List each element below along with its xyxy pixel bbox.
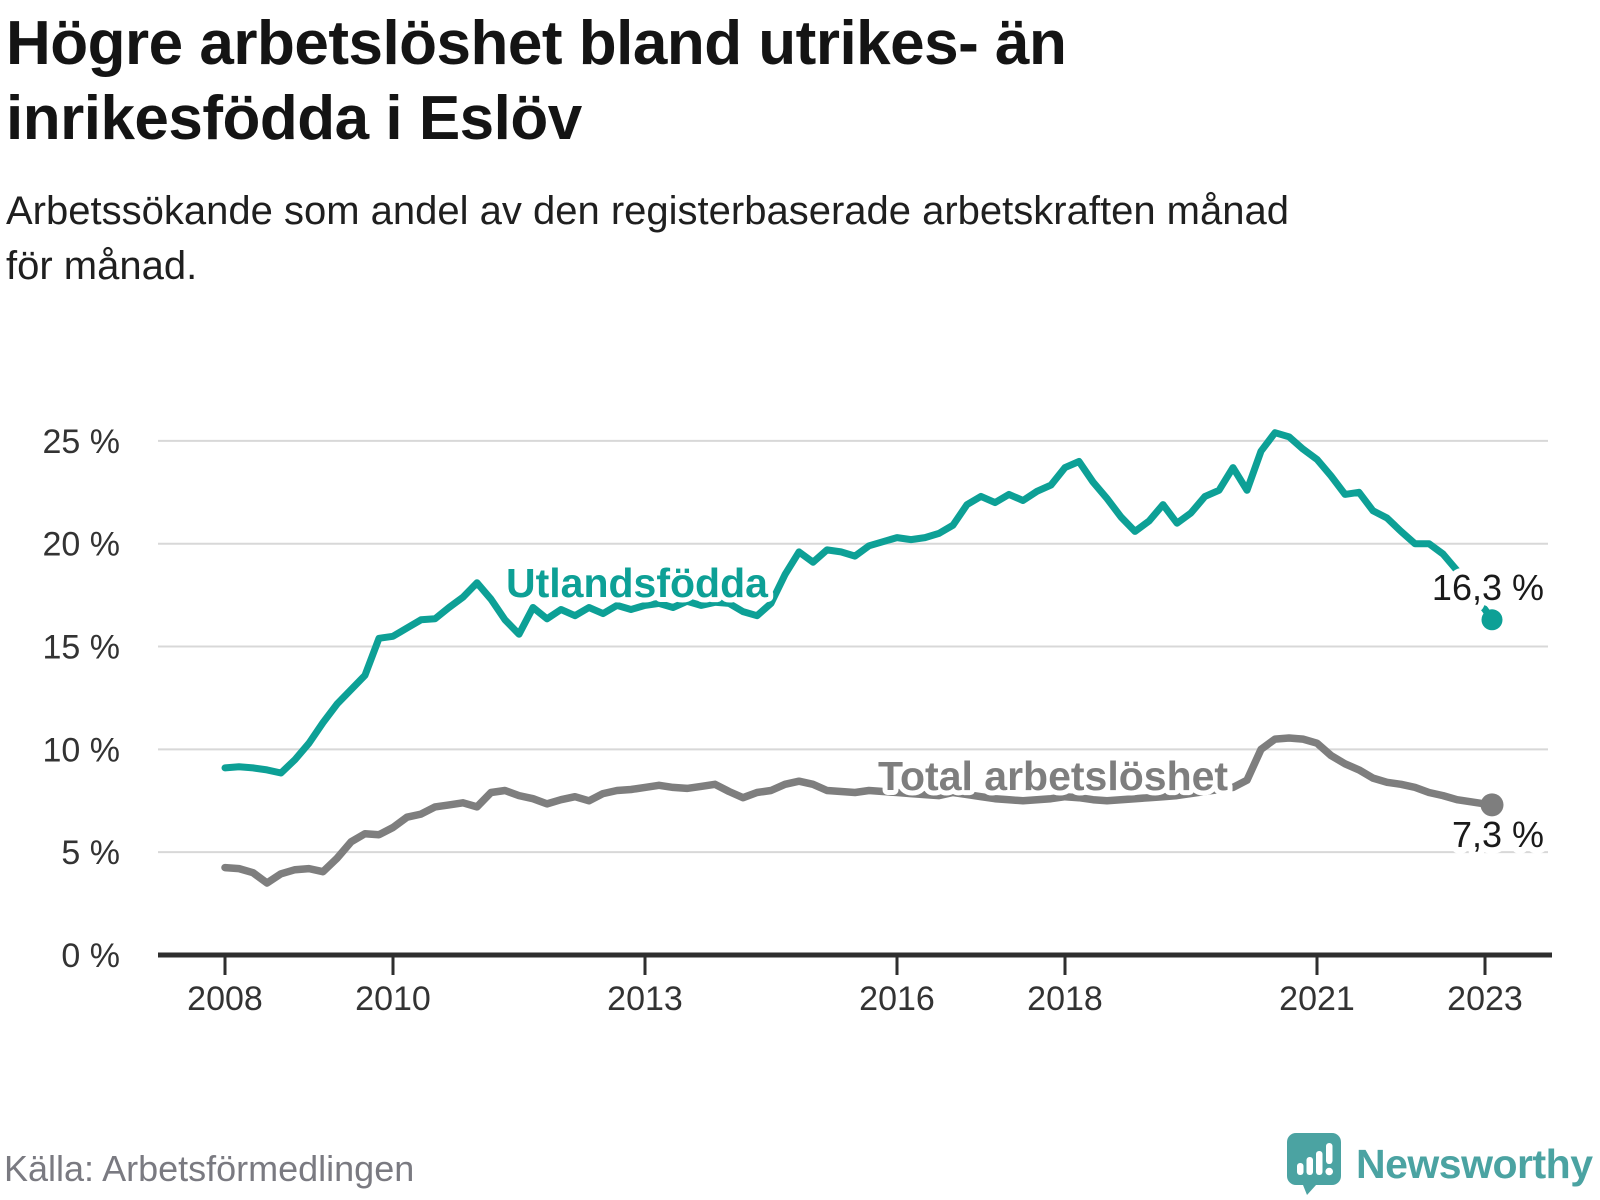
subtitle-line-2: för månad. — [6, 244, 198, 288]
end-value-label-utlandsfodda: 16,3 % — [1432, 567, 1544, 608]
newsworthy-logo-icon — [1287, 1133, 1341, 1195]
y-tick-label: 0 % — [61, 937, 120, 975]
x-tick-label: 2018 — [1027, 980, 1103, 1018]
x-tick-label: 2016 — [859, 980, 935, 1018]
series-lines — [221, 429, 1496, 887]
source-note: Källa: Arbetsförmedlingen — [4, 1148, 415, 1189]
newsworthy-logo: Newsworthy — [1286, 1132, 1593, 1196]
latest-value-dots — [1480, 609, 1504, 817]
x-axis: 2008 2010 2013 2016 2018 2021 2023 — [158, 952, 1552, 1018]
newsworthy-wordmark: Newsworthy — [1356, 1140, 1593, 1187]
series-line-utlandsfodda — [221, 429, 1496, 777]
x-tick-label: 2023 — [1447, 980, 1523, 1018]
page-title: Högre arbetslöshet bland utrikes- än inr… — [6, 6, 1306, 156]
y-axis-labels: 0 % 5 % 10 % 15 % 20 % 25 % — [43, 423, 121, 975]
title-line-1: Högre arbetslöshet bland utrikes- än — [6, 9, 1067, 78]
chart-subtitle: Arbetssökande som andel av den registerb… — [6, 184, 1566, 294]
y-tick-label: 15 % — [43, 629, 121, 667]
x-tick-label: 2008 — [187, 980, 263, 1018]
y-tick-label: 20 % — [43, 526, 121, 564]
y-tick-label: 10 % — [43, 731, 121, 769]
gridlines — [158, 439, 1548, 854]
x-tick-label: 2013 — [607, 980, 683, 1018]
x-tick-label: 2010 — [355, 980, 431, 1018]
title-line-2: inrikesfödda i Eslöv — [6, 84, 582, 153]
series-line-total — [221, 734, 1496, 887]
y-tick-label: 25 % — [43, 423, 121, 461]
end-value-label-total: 7,3 % — [1452, 814, 1544, 855]
latest-dot-total — [1480, 793, 1504, 817]
series-label-total-arbetsloshet: Total arbetslöshet — [878, 753, 1228, 799]
series-label-utlandsfodda: Utlandsfödda — [506, 560, 769, 606]
x-tick-label: 2021 — [1279, 980, 1355, 1018]
y-tick-label: 5 % — [61, 834, 120, 872]
latest-dot-utlandsfodda — [1481, 609, 1503, 631]
subtitle-line-1: Arbetssökande som andel av den registerb… — [6, 189, 1289, 233]
